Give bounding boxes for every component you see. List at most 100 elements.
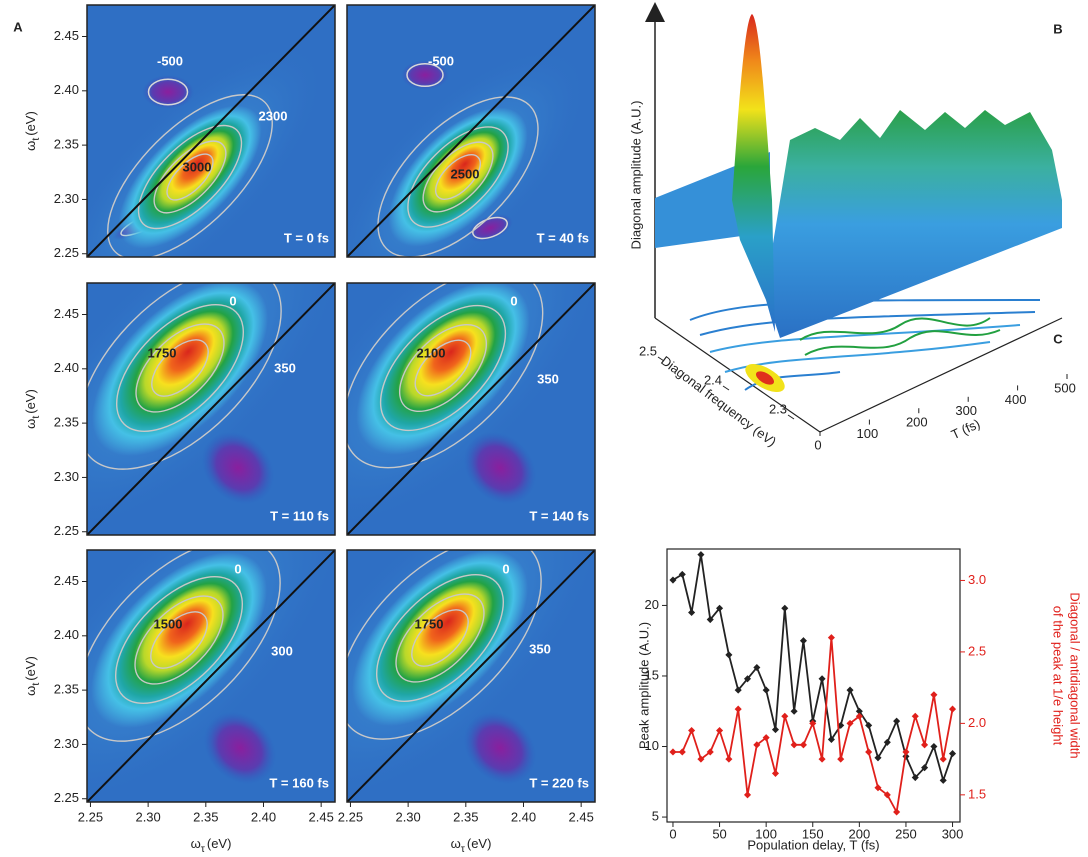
contour-label: 2300 [259, 108, 288, 123]
positive-peak [118, 105, 262, 249]
x-tick-label: 2.30 [135, 809, 160, 824]
spectrum [347, 550, 595, 802]
contour [379, 304, 507, 432]
x-tick-label: 0 [669, 826, 676, 841]
data-point [697, 551, 705, 559]
axis-unit: (eV) [23, 656, 38, 681]
data-point [874, 754, 882, 762]
data-point [706, 616, 714, 624]
contour-label: 350 [274, 360, 296, 375]
data-point [855, 707, 863, 715]
negative-peak [142, 75, 194, 109]
contour [137, 124, 243, 230]
data-point [762, 734, 770, 742]
contour [422, 141, 494, 213]
data-point [827, 634, 835, 642]
data-point [921, 764, 929, 772]
data-point [930, 742, 938, 751]
x-tick-label: 2.25 [338, 809, 363, 824]
contour [406, 63, 444, 87]
contour [166, 153, 214, 201]
axis-label: ωτ (eV) [191, 836, 232, 854]
x-tick-label: 2.40 [511, 809, 536, 824]
contour-label: 350 [537, 371, 559, 386]
contour [135, 323, 225, 413]
axis-label: ωt (eV) [23, 111, 41, 151]
diagonal [87, 550, 335, 802]
axis-unit: (eV) [467, 836, 492, 851]
freq-tick [657, 356, 665, 362]
spectrum [87, 283, 335, 535]
axis-subscript: τ [461, 843, 466, 855]
time-label: T = 220 fs [529, 775, 589, 790]
panel-letter: C [1053, 331, 1063, 346]
diagonal [347, 5, 595, 257]
y-tick-label: 2.45 [54, 28, 79, 43]
contour-label: 0 [502, 561, 509, 576]
surface-plot-art [645, 2, 1063, 433]
y-tick-label: 5 [652, 808, 659, 823]
contour-label: -500 [428, 53, 454, 68]
contour [147, 78, 189, 106]
y2-tick-label: 2.0 [968, 715, 986, 730]
y2-tick-label: 1.5 [968, 786, 986, 801]
y2-tick-label: 3.0 [968, 572, 986, 587]
contour [115, 303, 245, 433]
negative-peak [401, 60, 449, 90]
x-tick-label: 200 [848, 826, 870, 841]
contour-label: 0 [510, 293, 517, 308]
time-tick-label: 500 [1054, 380, 1076, 395]
contour [114, 575, 244, 705]
negative-peak [463, 711, 537, 785]
peak-label: 3000 [183, 159, 212, 174]
data-point [734, 705, 742, 713]
contour [347, 283, 544, 469]
diagonal [87, 5, 335, 257]
spectrum-frame [346, 549, 596, 803]
data-point [725, 651, 733, 659]
axis-symbol: ω [23, 141, 38, 151]
data-point [762, 686, 770, 694]
spectrum-frame [346, 4, 596, 258]
data-point [911, 774, 919, 782]
axis-label: ωτ (eV) [451, 836, 492, 854]
y-tick-label: 2.30 [54, 191, 79, 206]
axis-label: ωt (eV) [23, 656, 41, 696]
axis-unit: (eV) [23, 389, 38, 414]
freq-tick [722, 385, 730, 391]
contour [150, 611, 208, 669]
y-tick-label: 2.40 [54, 82, 79, 97]
data-point [781, 604, 789, 612]
data-point [688, 608, 696, 617]
time-tick-label: 200 [906, 415, 928, 430]
y-tick-label: 2.35 [54, 415, 79, 430]
contour-label: -500 [157, 53, 183, 68]
y-tick-label: 20 [645, 597, 659, 612]
data-point [688, 726, 696, 735]
y-tick-label: 2.40 [54, 360, 79, 375]
data-point [743, 791, 752, 799]
y-tick-label: 2.45 [54, 306, 79, 321]
x-tick-label: 2.45 [569, 809, 594, 824]
data-point [846, 719, 854, 727]
axis-subscript: t [30, 416, 42, 419]
panel-letter: A [13, 19, 23, 34]
time-label: T = 160 fs [269, 775, 329, 790]
data-point [753, 663, 761, 672]
data-point [827, 735, 835, 744]
z-axis-arrow [645, 2, 665, 22]
x-tick-label: 2.35 [453, 809, 478, 824]
y-tick-label: 2.25 [54, 245, 79, 260]
data-point [790, 741, 798, 749]
data-point [855, 712, 863, 720]
contour [134, 595, 224, 685]
data-point [893, 808, 901, 816]
axis-label: ωt (eV) [23, 389, 41, 429]
time-label: T = 110 fs [270, 508, 329, 523]
time-tick-label: 100 [857, 426, 879, 441]
data-point [818, 755, 826, 763]
data-point [678, 748, 686, 756]
data-point [818, 675, 826, 683]
diagonal [347, 550, 595, 802]
freq-axis [654, 317, 821, 433]
